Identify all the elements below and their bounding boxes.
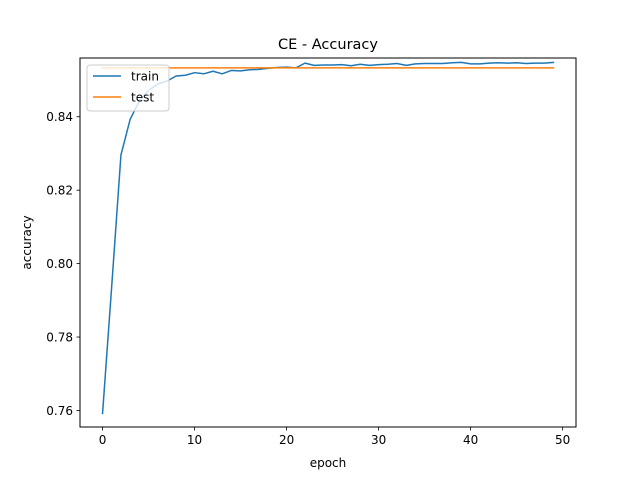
legend: train test xyxy=(86,64,170,112)
chart-title: CE - Accuracy xyxy=(278,37,378,53)
legend-label-train: train xyxy=(131,70,159,84)
y-tick-label: 0.80 xyxy=(46,257,73,271)
plot-frame xyxy=(79,57,577,428)
y-tick-label: 0.78 xyxy=(46,331,73,345)
y-axis-label: accuracy xyxy=(20,215,34,269)
x-tick-label: 40 xyxy=(463,433,478,447)
x-axis-label: epoch xyxy=(310,456,347,470)
y-tick-label: 0.82 xyxy=(46,184,73,198)
x-tick-label: 10 xyxy=(187,433,202,447)
x-tick-label: 20 xyxy=(279,433,294,447)
y-tick-label: 0.84 xyxy=(46,110,73,124)
x-tick-label: 50 xyxy=(555,433,570,447)
legend-label-test: test xyxy=(131,91,154,105)
y-tick-label: 0.76 xyxy=(46,404,73,418)
series-line-train xyxy=(101,61,555,415)
x-tick-label: 0 xyxy=(99,433,107,447)
x-tick-label: 30 xyxy=(371,433,386,447)
